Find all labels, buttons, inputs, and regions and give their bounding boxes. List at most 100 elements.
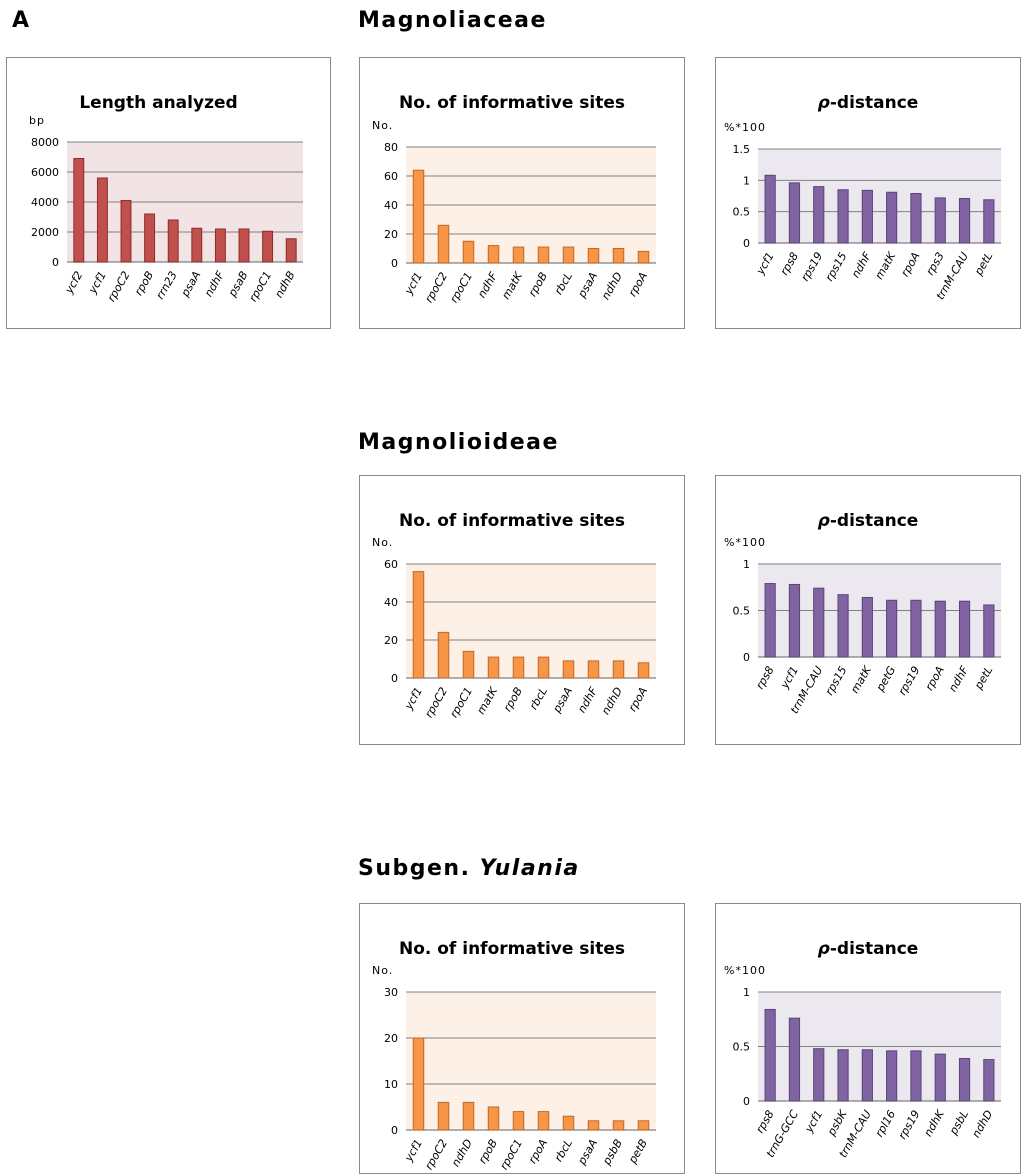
y-tick-label: 0.5 — [733, 206, 751, 219]
y-tick-label: 40 — [384, 596, 398, 609]
chart-title: Length analyzed — [79, 93, 237, 113]
x-tick-label: rpoC2 — [422, 270, 450, 305]
x-tick-label: ycf1 — [778, 664, 801, 692]
y-axis-unit-label: %*100 — [724, 536, 766, 549]
x-tick-label: ycf1 — [402, 1137, 425, 1165]
bar-ndhF — [214, 228, 226, 263]
bar-psaA — [587, 1120, 600, 1131]
x-tick-label: ndhD — [599, 685, 625, 717]
x-tick-label: rps15 — [823, 250, 850, 284]
bar-rpoC2 — [437, 1101, 450, 1131]
chart-title: No. of informative sites — [399, 93, 625, 113]
y-tick-label: 30 — [384, 986, 398, 999]
section-title-family-text: Magnoliaceae — [358, 8, 547, 33]
bar-ycf1 — [96, 177, 108, 263]
chart-svg: ρ-distance %*100 0 0.5 1 1.5 ycf1 rps8rps19rps1… — [724, 93, 1001, 302]
x-tick-label: psaA — [575, 270, 600, 301]
x-tick-label: rpoC2 — [105, 269, 133, 304]
x-tick-label: matK — [499, 269, 525, 301]
bar-ycf1 — [788, 583, 801, 658]
bar-ndhF — [587, 660, 600, 679]
section-title-family: Magnoliaceae — [358, 8, 547, 33]
y-tick-label: 0.5 — [733, 605, 751, 618]
chart-family-length: Length analyzed bp 0 2000 4000 6000 8000 ycf2 yc… — [6, 57, 331, 329]
y-tick-label: 0 — [391, 1124, 398, 1137]
bar-rpoA — [637, 662, 650, 679]
bar-matK — [861, 596, 873, 658]
x-tick-label: rps8 — [778, 250, 801, 277]
y-tick-label: 60 — [384, 558, 398, 571]
bar-rpoB — [487, 1106, 500, 1131]
chart-subgenus-sites: No. of informative sites No. 0 10 20 30 ycf1 rp… — [359, 903, 685, 1174]
chart-title-text: -distance — [830, 939, 918, 959]
bar-psbB — [612, 1120, 625, 1131]
y-axis-unit-label: No. — [372, 964, 393, 977]
bar-rpoC2 — [437, 631, 450, 679]
bar-rpoA — [537, 1111, 550, 1131]
y-tick-label: 80 — [384, 141, 398, 154]
x-tick-label: psaA — [550, 685, 575, 716]
y-tick-label: 1 — [743, 174, 750, 187]
y-tick-label: 0 — [743, 651, 750, 664]
bar-rpoC1 — [462, 240, 475, 264]
x-tick-label: rpoB — [526, 270, 550, 299]
section-title-subgenus: Subgen. Yulania — [358, 856, 580, 881]
y-tick-label: 0 — [743, 237, 750, 250]
x-tick-label: ycf1 — [86, 269, 109, 297]
x-tick-label: rpoA — [898, 250, 922, 279]
y-tick-label: 2000 — [31, 226, 59, 239]
x-tick-label: rpoB — [132, 269, 156, 298]
chart-family-sites: No. of informative sites No. 0 20 40 60 80 ycf1… — [359, 57, 685, 329]
bar-ycf1 — [764, 174, 776, 244]
bar-petL — [983, 199, 995, 244]
x-tick-label: petB — [626, 1137, 651, 1167]
chart-title-text: -distance — [830, 511, 918, 531]
bar-rpoC2 — [120, 200, 132, 263]
x-tick-label: ndhD — [969, 1108, 995, 1140]
x-tick-label: matK — [474, 684, 500, 716]
section-title-subfamily: Magnolioideae — [358, 430, 559, 455]
x-tick-label: ndhF — [202, 268, 227, 299]
bar-rpoA — [637, 250, 650, 264]
bar-ndhD — [983, 1059, 995, 1102]
y-tick-label: 1.5 — [733, 143, 751, 156]
bar-psaA — [562, 660, 575, 679]
bar-ndhK — [934, 1053, 946, 1102]
y-tick-label: 0 — [391, 672, 398, 685]
bar-psbL — [958, 1057, 971, 1102]
bar-petG — [886, 599, 898, 658]
chart-title-symbol: ρ — [818, 93, 830, 113]
x-tick-label: rrn23 — [154, 269, 180, 301]
chart-svg: Length analyzed bp 0 2000 4000 6000 8000 ycf2 yc… — [29, 93, 303, 304]
x-tick-label: rpoB — [476, 1137, 500, 1166]
chart-svg: No. of informative sitesNo.0102030ycf1rp… — [372, 939, 656, 1172]
x-tick-label: petG — [873, 664, 898, 694]
bar-ndhF — [861, 189, 873, 244]
y-tick-label: 40 — [384, 199, 398, 212]
x-tick-label: psbK — [824, 1107, 850, 1138]
x-tick-label: rbcL — [552, 270, 575, 297]
y-tick-label: 0 — [391, 257, 398, 270]
x-tick-label: psaA — [575, 1137, 600, 1168]
bar-psaB — [238, 228, 250, 263]
x-tick-label: rps19 — [896, 664, 923, 698]
bar-rbcL — [562, 246, 575, 264]
bar-rpoB — [512, 656, 525, 679]
bar-ycf1 — [412, 571, 425, 679]
x-tick-label: ycf1 — [753, 250, 776, 278]
x-tick-label: rpoA — [626, 270, 650, 299]
bar-rpoC1 — [462, 650, 475, 679]
bar-rps8 — [764, 1008, 776, 1102]
x-tick-label: rps8 — [753, 1108, 776, 1135]
x-tick-label: ycf1 — [402, 270, 425, 298]
y-tick-label: 20 — [384, 634, 398, 647]
bar-rpoC1 — [262, 230, 274, 263]
bar-rpoB — [537, 246, 550, 264]
x-tick-label: rbcL — [527, 685, 550, 712]
bar-psaA — [191, 227, 203, 263]
bar-ycf2 — [73, 158, 85, 263]
x-tick-label: ndhF — [475, 269, 500, 300]
bar-rps8 — [764, 583, 776, 658]
